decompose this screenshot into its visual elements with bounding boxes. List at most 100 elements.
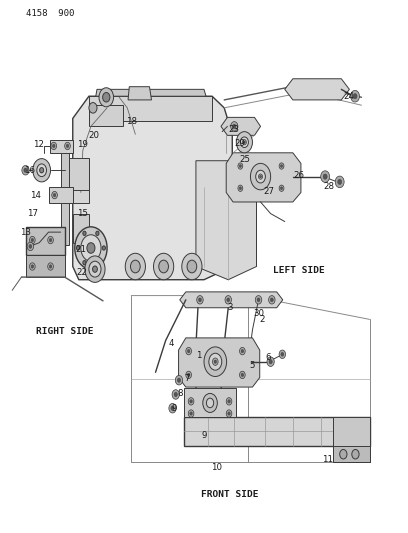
Circle shape (269, 360, 272, 364)
Circle shape (239, 371, 245, 378)
Polygon shape (128, 87, 151, 100)
Circle shape (188, 410, 194, 417)
Circle shape (83, 261, 86, 265)
Polygon shape (333, 446, 370, 462)
Polygon shape (184, 388, 236, 417)
Circle shape (96, 231, 99, 236)
Circle shape (93, 266, 98, 272)
Circle shape (76, 246, 80, 250)
Circle shape (255, 296, 262, 304)
Circle shape (175, 375, 183, 385)
Text: 4: 4 (168, 338, 174, 348)
Circle shape (241, 373, 244, 377)
Polygon shape (221, 117, 261, 135)
Circle shape (48, 236, 53, 244)
Circle shape (267, 357, 274, 367)
Text: FRONT SIDE: FRONT SIDE (202, 490, 259, 499)
Circle shape (169, 403, 176, 413)
Circle shape (31, 265, 33, 268)
Text: 1: 1 (196, 351, 202, 360)
Polygon shape (73, 214, 89, 243)
Circle shape (209, 353, 222, 370)
Text: 5: 5 (250, 361, 255, 370)
Text: LEFT SIDE: LEFT SIDE (273, 266, 325, 275)
Polygon shape (26, 227, 65, 255)
Text: 28: 28 (324, 182, 335, 191)
Circle shape (187, 350, 190, 353)
Circle shape (29, 245, 32, 248)
Circle shape (52, 191, 58, 199)
Text: 27: 27 (263, 187, 274, 196)
Circle shape (352, 449, 359, 459)
Polygon shape (180, 292, 283, 308)
Circle shape (206, 398, 214, 408)
Circle shape (338, 179, 341, 184)
Text: 3: 3 (228, 303, 233, 312)
Circle shape (226, 410, 232, 417)
Circle shape (213, 358, 218, 366)
Circle shape (24, 168, 27, 172)
Circle shape (335, 176, 344, 188)
Circle shape (279, 163, 284, 169)
Circle shape (240, 137, 248, 148)
Text: 2: 2 (260, 315, 265, 324)
Circle shape (204, 347, 226, 376)
Circle shape (271, 298, 273, 302)
Circle shape (259, 175, 262, 178)
Circle shape (22, 165, 29, 175)
Circle shape (259, 174, 263, 179)
Circle shape (37, 164, 47, 176)
Text: 4158  900: 4158 900 (26, 9, 75, 18)
Circle shape (187, 373, 190, 377)
Text: 13: 13 (20, 228, 31, 237)
Circle shape (81, 235, 101, 261)
Circle shape (188, 398, 194, 405)
Circle shape (251, 164, 271, 190)
Circle shape (323, 174, 327, 179)
Circle shape (27, 242, 33, 251)
Circle shape (40, 167, 44, 173)
Circle shape (131, 260, 140, 273)
Polygon shape (184, 417, 370, 446)
Polygon shape (179, 338, 260, 387)
Text: 29: 29 (234, 139, 245, 148)
Circle shape (190, 400, 192, 403)
Circle shape (187, 260, 197, 273)
Polygon shape (89, 96, 212, 121)
Circle shape (227, 298, 230, 302)
Text: 26: 26 (293, 171, 304, 180)
Text: 7: 7 (184, 374, 190, 383)
Circle shape (53, 144, 55, 148)
Circle shape (85, 256, 105, 282)
Circle shape (75, 227, 107, 269)
Circle shape (83, 231, 86, 236)
Circle shape (53, 193, 56, 197)
Circle shape (29, 263, 35, 270)
Text: 22: 22 (77, 268, 88, 277)
Polygon shape (89, 105, 123, 126)
Text: RIGHT SIDE: RIGHT SIDE (36, 327, 93, 335)
Circle shape (353, 94, 357, 99)
Text: 12: 12 (33, 140, 44, 149)
Text: 24: 24 (343, 92, 354, 101)
Circle shape (214, 360, 217, 364)
Circle shape (199, 298, 202, 302)
Circle shape (228, 412, 230, 415)
Text: 20: 20 (89, 131, 100, 140)
Circle shape (190, 412, 192, 415)
Text: 8: 8 (177, 389, 182, 398)
Circle shape (321, 171, 330, 182)
Circle shape (225, 296, 231, 304)
Circle shape (96, 261, 99, 265)
Circle shape (171, 406, 174, 410)
Polygon shape (65, 158, 89, 190)
Polygon shape (73, 161, 89, 203)
Polygon shape (226, 153, 301, 202)
Circle shape (238, 163, 243, 169)
Circle shape (242, 140, 246, 145)
Circle shape (177, 378, 181, 382)
Circle shape (33, 159, 51, 182)
Circle shape (153, 253, 174, 280)
Circle shape (280, 165, 283, 167)
Polygon shape (26, 255, 65, 277)
